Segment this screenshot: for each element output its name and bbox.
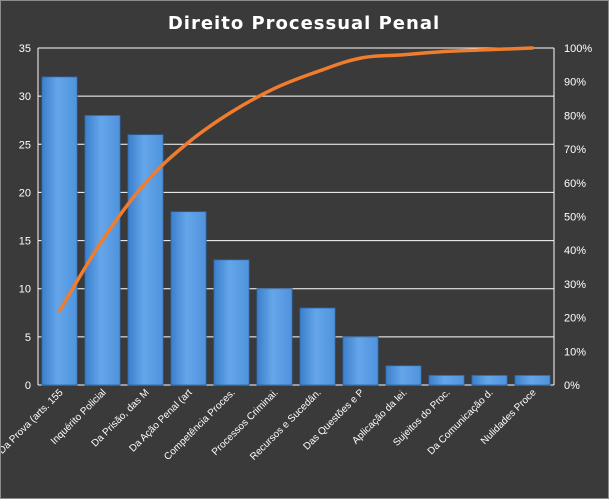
y-tick-label: 5 (25, 332, 31, 344)
y2-tick-label: 70% (564, 144, 586, 156)
y-tick-label: 15 (19, 236, 31, 248)
cumulative-line (57, 46, 535, 313)
y2-tick-label: 0% (564, 380, 580, 392)
y2-tick-label: 50% (564, 212, 586, 224)
y2-tick-label: 90% (564, 77, 586, 89)
secondary-y-axis: 0% 10% 20% 30% 40% 50% 60% 70% 80% 90% 100% (564, 43, 592, 392)
bar (170, 211, 207, 386)
y-tick-label: 10 (19, 284, 31, 296)
gridlines (37, 47, 555, 386)
bar (342, 336, 379, 386)
category-label: Recursos e Sucedân. (248, 387, 323, 462)
bar (385, 365, 422, 386)
y-tick-label: 0 (25, 380, 31, 392)
y2-tick-label: 10% (564, 346, 586, 358)
y2-tick-label: 30% (564, 279, 586, 291)
bar (213, 259, 250, 386)
bar (471, 374, 508, 386)
category-label: Competência Proces. (162, 387, 237, 462)
bar (84, 115, 121, 386)
y2-tick-label: 40% (564, 245, 586, 257)
bar (514, 374, 551, 386)
bar (256, 288, 293, 386)
bar (428, 374, 465, 386)
y2-tick-label: 60% (564, 178, 586, 190)
y-tick-label: 35 (19, 43, 31, 55)
chart-title: Direito Processual Penal (168, 13, 440, 34)
bar (299, 307, 336, 386)
y-tick-label: 20 (19, 187, 31, 199)
y2-tick-label: 20% (564, 313, 586, 325)
cumulative-line-series (57, 46, 535, 313)
y-tick-label: 25 (19, 139, 31, 151)
bar (41, 76, 78, 386)
y-tick-label: 30 (19, 91, 31, 103)
bar-series (41, 76, 551, 386)
y2-tick-label: 100% (564, 43, 592, 55)
y2-tick-label: 80% (564, 110, 586, 122)
primary-y-axis: 0 5 10 15 20 25 30 35 (19, 43, 31, 392)
bar (127, 134, 164, 386)
